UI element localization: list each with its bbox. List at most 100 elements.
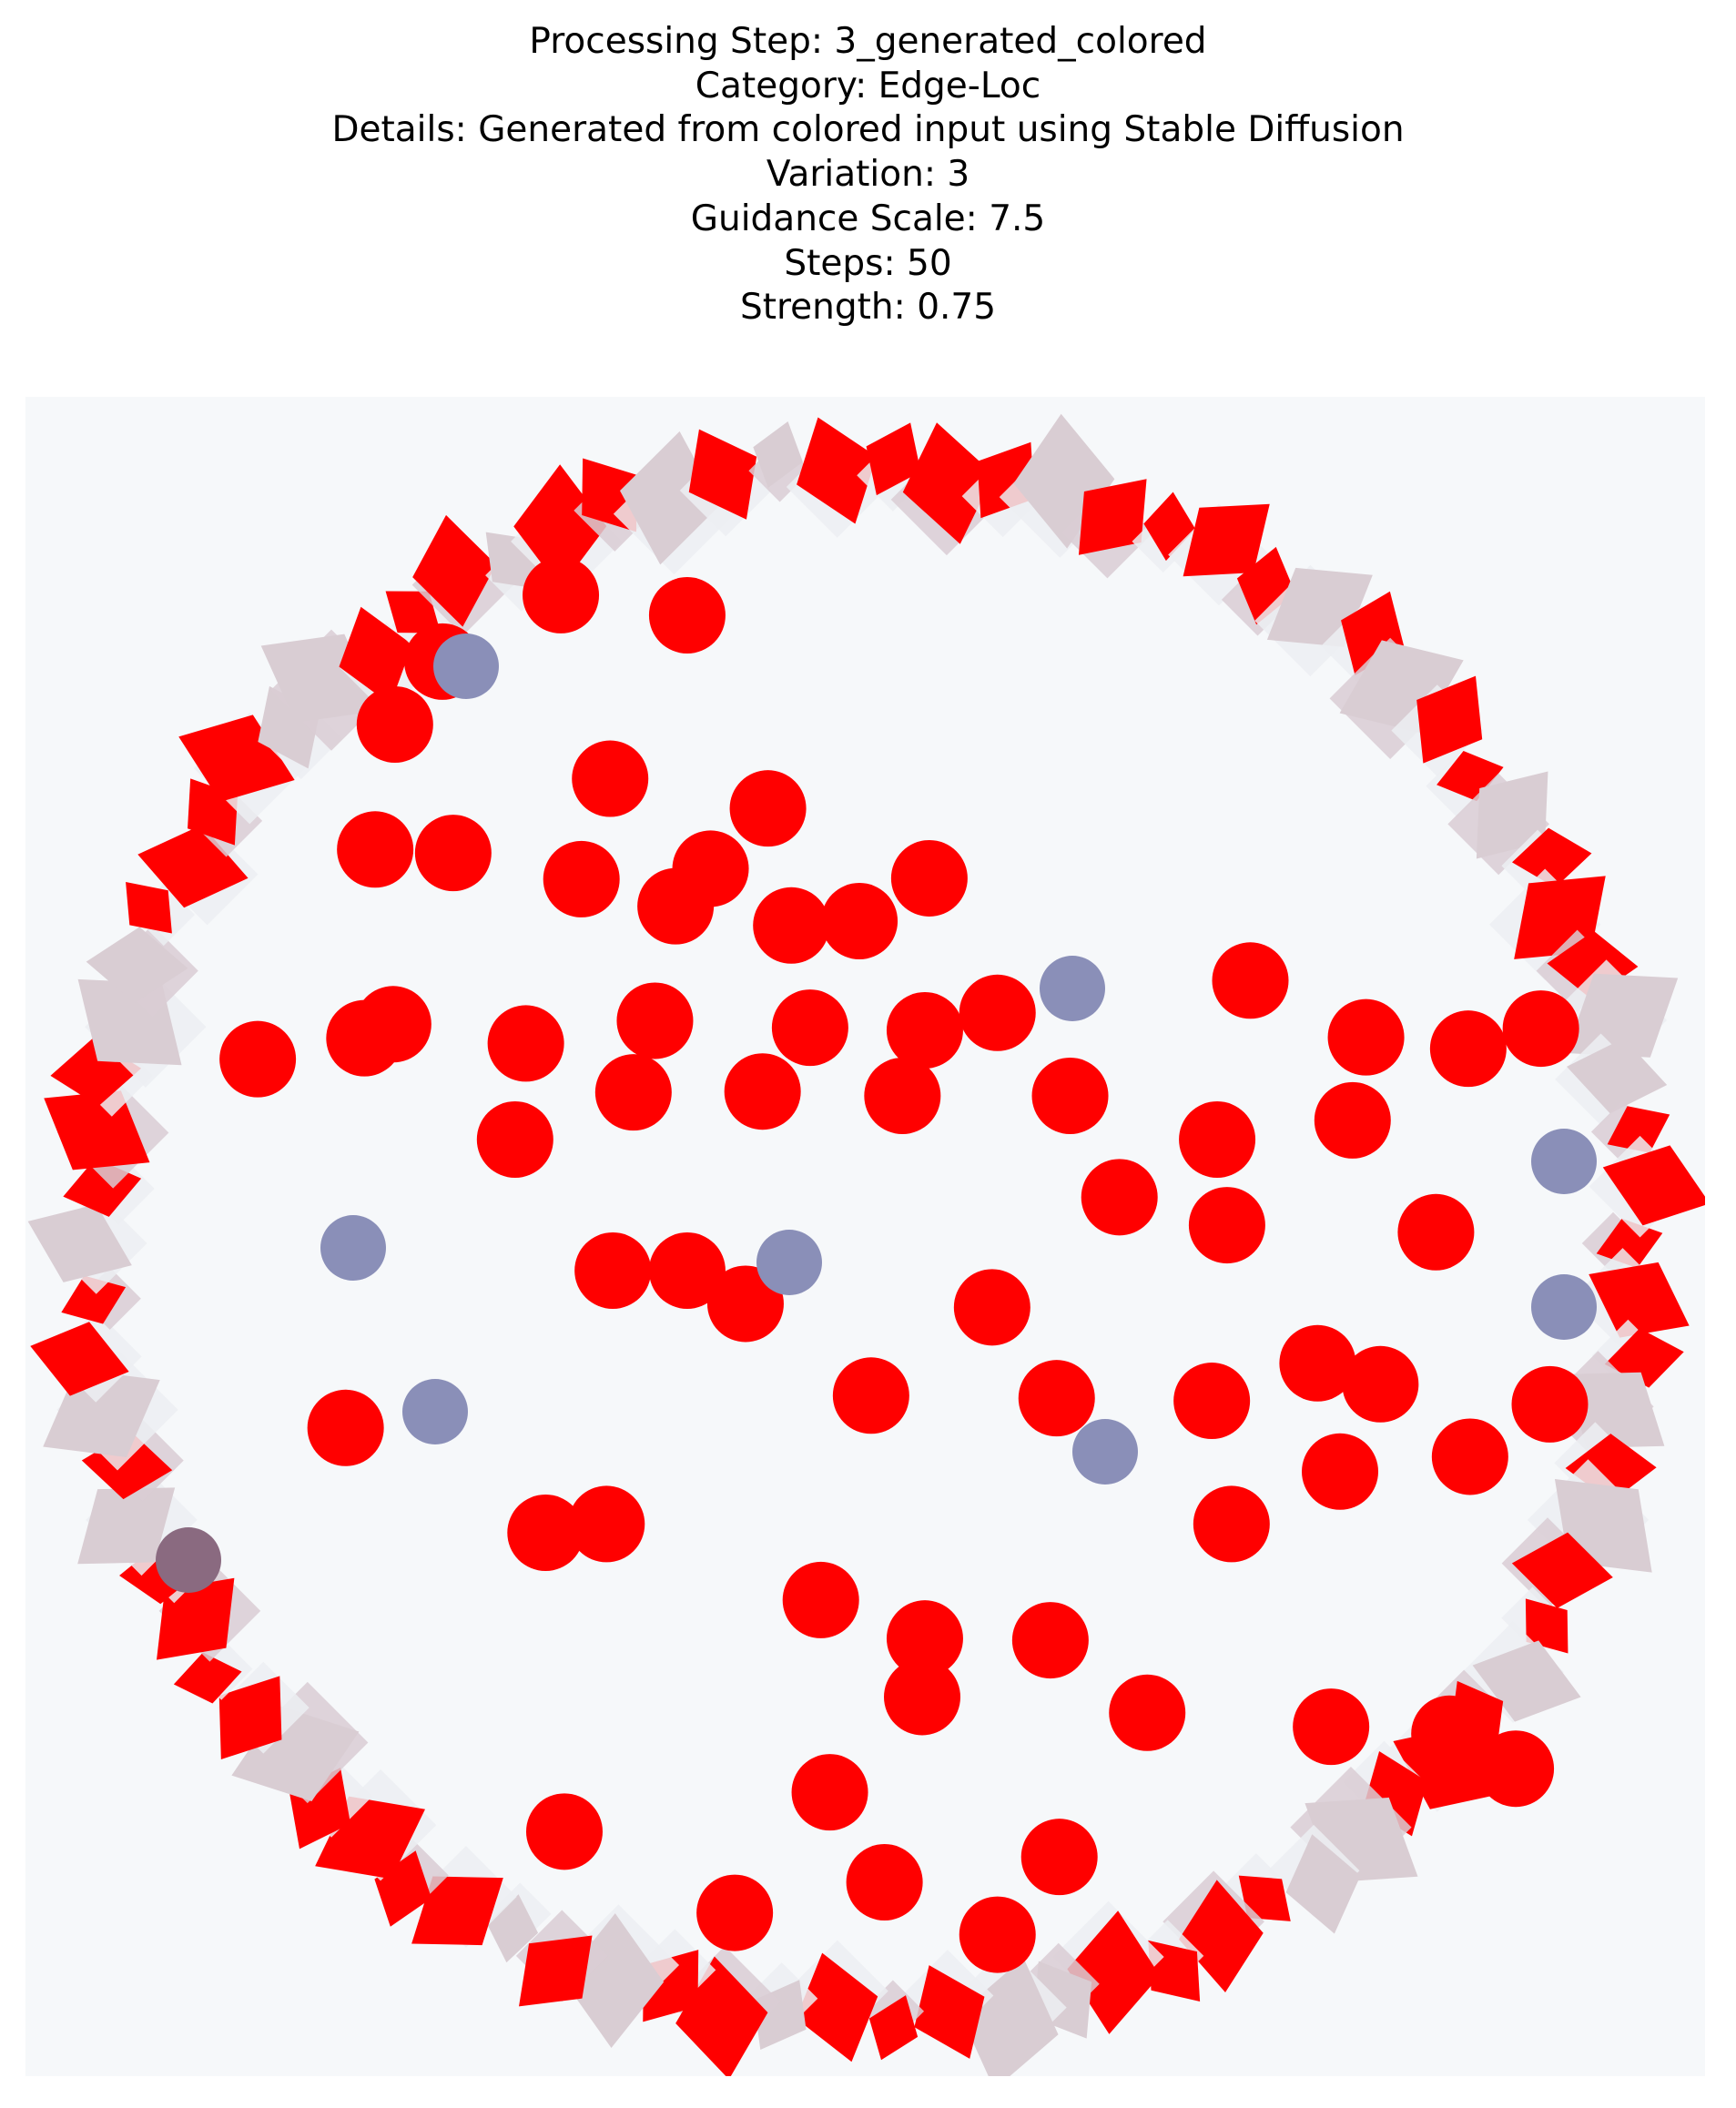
red-die-dot xyxy=(724,1053,801,1130)
red-die-dot xyxy=(1109,1674,1186,1751)
red-die-dot xyxy=(572,740,649,817)
red-die-dot xyxy=(1173,1363,1251,1440)
red-die-dot xyxy=(791,1754,868,1831)
red-die-dot xyxy=(1279,1324,1356,1402)
edge-defect-shape xyxy=(137,825,249,908)
red-die-dot xyxy=(1342,1345,1419,1423)
edge-faded-shape xyxy=(1566,973,1679,1058)
red-die-dot xyxy=(568,1485,645,1563)
wafer-die-dots xyxy=(156,556,1597,1973)
red-die-dot xyxy=(1188,1187,1265,1264)
red-die-dot xyxy=(729,770,807,847)
red-die-dot xyxy=(523,556,600,633)
red-die-dot xyxy=(594,1054,672,1131)
edge-defect-shape xyxy=(688,429,757,520)
red-die-dot xyxy=(706,1265,784,1343)
blue-die-dot xyxy=(1072,1419,1138,1485)
red-die-dot xyxy=(616,982,694,1059)
edge-defect-shape xyxy=(796,1952,878,2062)
red-die-dot xyxy=(884,1658,960,1736)
red-die-dot xyxy=(832,1357,909,1434)
red-die-dot xyxy=(782,1561,859,1638)
generated-wafer-image xyxy=(25,397,1705,2076)
edge-defect-shape xyxy=(1183,503,1270,577)
edge-defect-shape xyxy=(1511,827,1592,888)
edge-defect-shape xyxy=(412,514,497,627)
blue-die-dot xyxy=(1040,956,1105,1021)
edge-faded-shape xyxy=(1285,1834,1361,1934)
red-die-dot xyxy=(543,840,620,917)
edge-defect-shape xyxy=(61,1275,127,1324)
red-die-dot xyxy=(487,1005,564,1082)
red-die-dot xyxy=(1179,1101,1256,1178)
edge-defect-shape xyxy=(30,1322,129,1396)
red-die-dot xyxy=(1477,1730,1555,1808)
edge-defect-shape xyxy=(126,882,172,934)
edge-defect-shape xyxy=(1437,751,1504,802)
edge-faded-shape xyxy=(959,1958,1059,2076)
red-die-dot xyxy=(476,1101,553,1178)
edge-faded-shape xyxy=(563,1913,665,2049)
red-die-dot xyxy=(1011,1602,1089,1679)
red-die-dot xyxy=(648,577,726,654)
edge-defect-shape xyxy=(1143,492,1196,562)
red-die-dot xyxy=(1293,1688,1370,1766)
red-die-dot xyxy=(1018,1360,1095,1437)
red-die-dot xyxy=(414,815,492,892)
red-die-dot xyxy=(821,883,898,959)
title-line-guidance: Guidance Scale: 7.5 xyxy=(690,198,1046,239)
red-die-dot xyxy=(1081,1159,1158,1236)
red-die-dot xyxy=(1314,1081,1391,1159)
blue-die-dot xyxy=(402,1379,468,1444)
edge-defect-shape xyxy=(1236,546,1295,625)
title-line-details: Details: Generated from colored input us… xyxy=(331,109,1405,151)
red-die-dot xyxy=(886,1600,963,1677)
red-die-dot xyxy=(1020,1819,1098,1896)
title-line-strength: Strength: 0.75 xyxy=(739,287,997,329)
red-die-dot xyxy=(1302,1433,1379,1510)
red-die-dot xyxy=(1031,1058,1109,1134)
red-die-dot xyxy=(307,1389,384,1466)
red-die-dot xyxy=(356,686,433,763)
edge-defect-shape xyxy=(1078,479,1147,555)
edge-defect-shape xyxy=(1416,675,1483,764)
title-line-step: Processing Step: 3_generated_colored xyxy=(529,21,1207,62)
edge-defect-shape xyxy=(1178,1880,1264,1993)
red-die-dot xyxy=(890,839,968,917)
edge-defect-shape xyxy=(1067,1910,1161,2034)
edge-defect-shape xyxy=(1602,1145,1705,1226)
red-die-dot xyxy=(959,1896,1036,1973)
red-die-dot xyxy=(219,1020,297,1098)
edge-defect-shape xyxy=(44,1090,150,1171)
red-die-dot xyxy=(696,1874,774,1951)
figure-title: Processing Step: 3_generated_colored Cat… xyxy=(0,20,1736,330)
red-die-dot xyxy=(771,989,848,1067)
edge-faded-shape xyxy=(77,1487,176,1565)
edge-faded-shape xyxy=(1567,1038,1668,1114)
edge-defect-shape xyxy=(513,464,607,589)
edge-faded-shape xyxy=(753,421,803,488)
red-die-dot xyxy=(1193,1485,1270,1563)
red-die-dot xyxy=(846,1844,923,1921)
red-die-dot xyxy=(648,1232,726,1309)
title-line-steps: Steps: 50 xyxy=(784,242,952,284)
red-die-dot xyxy=(953,1269,1030,1346)
edge-defect-shape xyxy=(914,1965,985,2059)
edge-faded-shape xyxy=(486,1894,539,1963)
red-die-dot xyxy=(886,992,963,1069)
wafer-map-svg xyxy=(25,397,1705,2076)
red-die-dot xyxy=(959,974,1036,1051)
red-die-dot xyxy=(637,867,715,945)
edge-defect-shape xyxy=(902,422,994,544)
edge-faded-shape xyxy=(86,927,188,1004)
edge-defect-shape xyxy=(1607,1106,1670,1153)
edge-defect-shape xyxy=(173,1652,242,1704)
red-die-dot xyxy=(1327,998,1405,1076)
blue-die-dot xyxy=(1531,1129,1597,1194)
title-line-category: Category: Edge-Loc xyxy=(695,65,1041,106)
edge-defect-shape xyxy=(1525,1598,1568,1654)
edge-defect-shape xyxy=(339,606,412,704)
red-die-dot xyxy=(574,1232,652,1309)
wafer-edge-ring xyxy=(27,413,1705,2076)
red-die-dot xyxy=(1411,1695,1488,1772)
